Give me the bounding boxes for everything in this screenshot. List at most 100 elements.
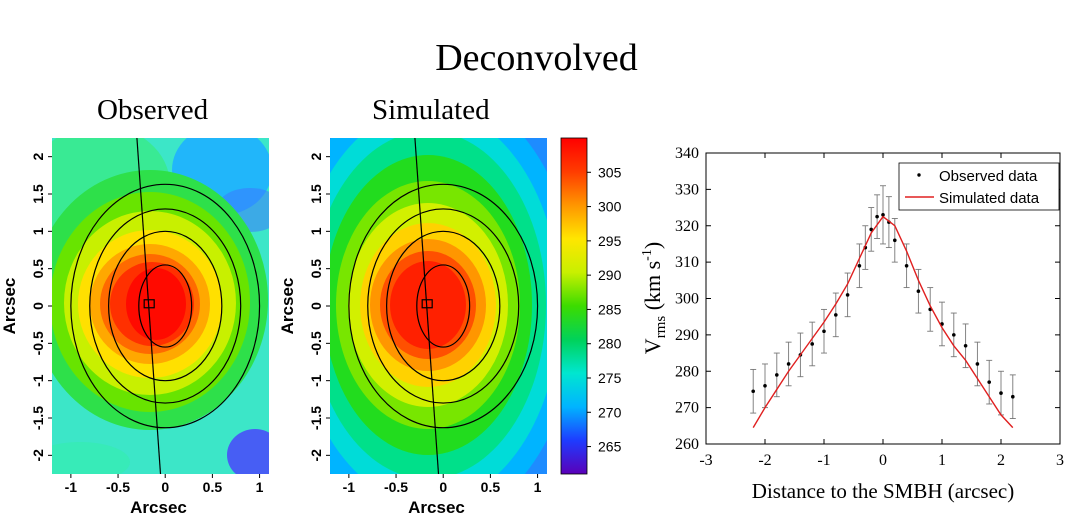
colorbar-tick-label: 280 (598, 336, 622, 352)
line-y-tick-label: 290 (675, 327, 699, 344)
legend-observed-marker (917, 173, 921, 177)
line-x-tick-label: -3 (699, 452, 712, 469)
y-tick-label: 1.5 (308, 184, 324, 204)
observed-panel-title: Observed (97, 94, 209, 126)
line-y-tick-label: 310 (675, 254, 699, 271)
observed-point (869, 227, 873, 232)
line-y-tick-label: 330 (675, 181, 699, 198)
y-tick-label: 1 (30, 227, 46, 235)
y-tick-label: -1.5 (308, 406, 324, 430)
x-axis-label: Arcsec (130, 498, 187, 517)
y-tick-label: 1 (308, 227, 324, 235)
y-tick-label: 0.5 (308, 259, 324, 279)
line-y-tick-label: 320 (675, 218, 699, 235)
x-tick-label: 0.5 (481, 479, 501, 495)
contour-line (348, 183, 539, 429)
line-x-tick-label: 0 (879, 452, 887, 469)
x-tick-label: 0 (161, 479, 169, 495)
observed-point (834, 313, 838, 317)
line-chart-axes: -3 -2 -1 0 1 2 3 260 270 280 290 300 310 320 330 340 (675, 145, 1064, 469)
observed-map-blob (227, 429, 269, 474)
x-tick-label: 1 (534, 479, 542, 495)
y-tick-label: -2 (30, 449, 46, 462)
vrms-profile-chart: -3 -2 -1 0 1 2 3 260 270 280 290 300 310 320 330 340 Ob… (640, 145, 1064, 503)
legend-box (898, 162, 1060, 211)
x-tick-label: -1 (343, 479, 356, 495)
colorbar-tick-label: 295 (598, 233, 622, 249)
observed-point (975, 362, 980, 366)
line-y-tick-label: 300 (675, 291, 699, 308)
line-x-tick-label: -1 (817, 452, 830, 469)
legend-observed-label: Observed data (939, 168, 1038, 185)
colorbar-tick-label: 300 (598, 199, 622, 215)
slit-line (136, 137, 162, 475)
observed-point (893, 238, 897, 243)
simulated-axes: -1 -0.5 0 0.5 1 2 1.5 1 0.5 0 -0.5 -1 -1.5 -2 Arcsec Ar… (278, 153, 542, 517)
y-tick-label: -0.5 (30, 331, 46, 355)
observed-point (775, 373, 779, 377)
y-label-unit-close: ) (640, 242, 665, 249)
observed-point (963, 343, 968, 348)
line-chart-series (750, 185, 1016, 429)
contour-line (70, 183, 261, 429)
observed-point (875, 214, 879, 219)
x-tick-label: -1 (65, 479, 78, 495)
contour-line (138, 264, 193, 348)
observed-point (845, 293, 850, 297)
observed-point (786, 362, 791, 366)
x-tick-label: 1 (256, 479, 264, 495)
x-tick-label: -0.5 (106, 479, 130, 495)
observed-axes: -1 -0.5 0 0.5 1 2 1.5 1 0.5 0 -0.5 -1 -1.5 -2 Arcsec Ar… (0, 153, 264, 517)
line-chart-x-axis-label: Distance to the SMBH (arcsec) (752, 479, 1014, 503)
line-chart-y-axis-label: Vrms (km s-1) (640, 242, 669, 354)
observed-point (822, 329, 826, 334)
y-tick-label: -2 (308, 449, 324, 462)
y-tick-label: 0.5 (30, 259, 46, 279)
observed-point (1011, 394, 1015, 399)
y-tick-label: 0 (308, 302, 324, 310)
y-tick-label: -1 (308, 374, 324, 387)
colorbar-ticks: 305 300 295 290 285 280 275 270 265 (587, 164, 622, 455)
y-axis-label: Arcsec (0, 278, 19, 335)
y-label-v: V (640, 338, 665, 354)
slit-line (414, 137, 440, 475)
colorbar-tick-label: 270 (598, 404, 622, 420)
line-x-tick-label: 3 (1056, 452, 1064, 469)
y-label-exponent: -1 (640, 249, 655, 261)
y-tick-label: 2 (308, 153, 324, 161)
figure-title: Deconvolved (435, 37, 638, 79)
observed-point (857, 263, 862, 268)
line-x-tick-label: -2 (758, 452, 771, 469)
center-marker (421, 299, 433, 309)
observed-point (916, 289, 921, 294)
observed-map-level (126, 268, 186, 340)
line-y-tick-label: 270 (675, 400, 699, 417)
contour-line (89, 208, 242, 404)
x-axis-label: Arcsec (408, 498, 465, 517)
x-tick-label: 0 (439, 479, 447, 495)
observed-point (751, 389, 755, 394)
contour-line (416, 264, 471, 348)
y-tick-label: -1.5 (30, 406, 46, 430)
y-tick-label: -0.5 (308, 331, 324, 355)
x-tick-label: -0.5 (384, 479, 408, 495)
x-tick-label: 0.5 (203, 479, 223, 495)
observed-point (987, 380, 991, 384)
contour-line (367, 208, 520, 404)
contour-line (386, 230, 501, 382)
simulated-overlay (348, 137, 539, 475)
observed-point (999, 391, 1003, 395)
simulated-heatmap: -1 -0.5 0 0.5 1 2 1.5 1 0.5 0 -0.5 -1 -1.5 -2 Arcsec Ar… (278, 137, 547, 517)
y-tick-label: -1 (30, 374, 46, 387)
line-y-tick-label: 260 (675, 436, 699, 453)
simulated-panel-title: Simulated (372, 94, 490, 126)
observed-map-blob (52, 442, 130, 474)
colorbar-gradient (560, 137, 588, 475)
colorbar-tick-label: 285 (598, 301, 622, 317)
y-label-unit: (km s (640, 261, 665, 316)
contour-line (108, 230, 223, 382)
colorbar-tick-label: 290 (598, 267, 622, 283)
colorbar: 305 300 295 290 285 280 275 270 265 (560, 137, 622, 475)
y-tick-label: 1.5 (30, 184, 46, 204)
